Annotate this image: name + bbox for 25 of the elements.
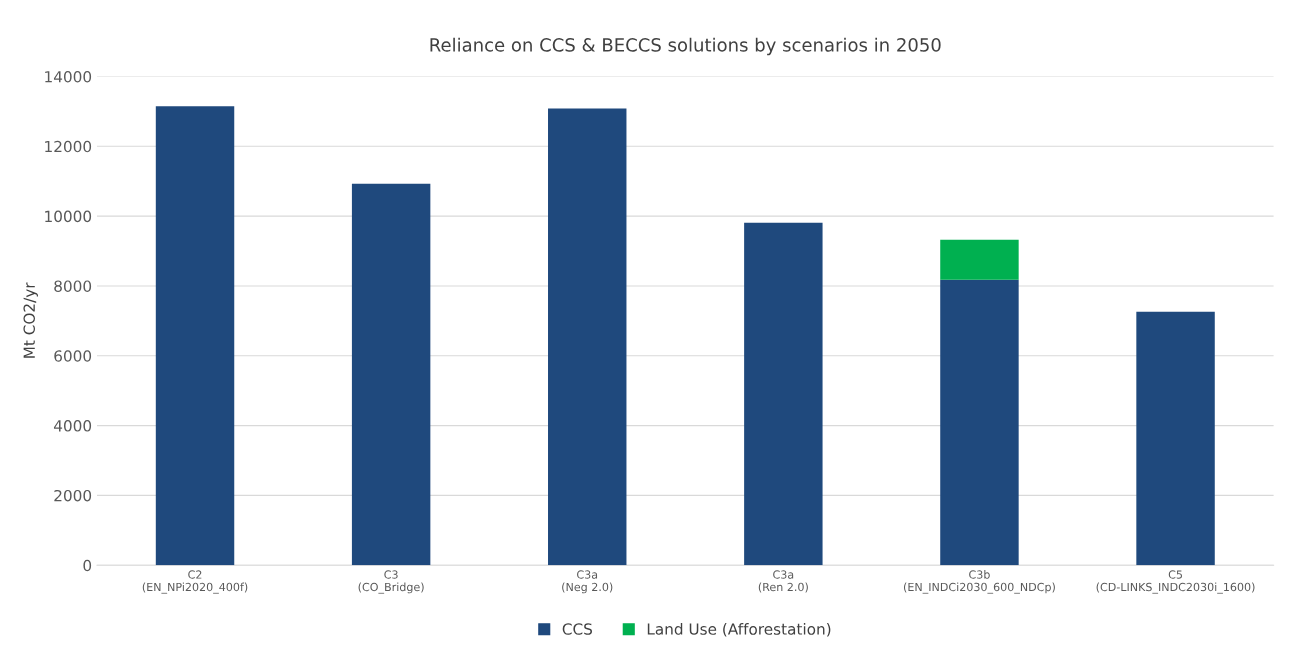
chart-title: Reliance on CCS & BECCS solutions by scenarios in 2050 <box>430 37 941 56</box>
bar <box>1136 311 1215 566</box>
bar <box>351 183 431 566</box>
bar <box>155 106 235 566</box>
bar <box>744 222 823 566</box>
y-tick-label: 4000 <box>53 420 92 432</box>
bar <box>940 239 1019 280</box>
y-tick-label: 10000 <box>45 210 92 223</box>
x-tick-label: C2 (EN_NPi2020_400f) <box>142 570 248 594</box>
legend-label: CCS <box>562 623 592 635</box>
x-tick-label: C3a (Ren 2.0) <box>758 570 808 593</box>
x-tick-label: C3b (EN_INDCi2030_600_NDCp) <box>903 570 1055 594</box>
x-tick-label: C3 (CO_Bridge) <box>358 570 424 594</box>
y-tick-label: 14000 <box>45 70 92 83</box>
x-tick-label: C3a (Neg 2.0) <box>562 570 613 594</box>
bar <box>940 279 1019 566</box>
y-axis-title: Mt CO2/yr <box>23 282 38 358</box>
y-tick-label: 6000 <box>54 350 92 362</box>
x-tick-label: C5 (CD-LINKS_INDC2030i_1600) <box>1096 570 1255 594</box>
legend-label: Land Use (Afforestation) <box>647 622 831 637</box>
y-tick-label: 8000 <box>54 280 92 292</box>
y-tick-label: 2000 <box>54 489 92 502</box>
y-tick-label: 0 <box>83 559 92 572</box>
bar <box>548 108 627 566</box>
y-tick-label: 12000 <box>45 140 92 153</box>
